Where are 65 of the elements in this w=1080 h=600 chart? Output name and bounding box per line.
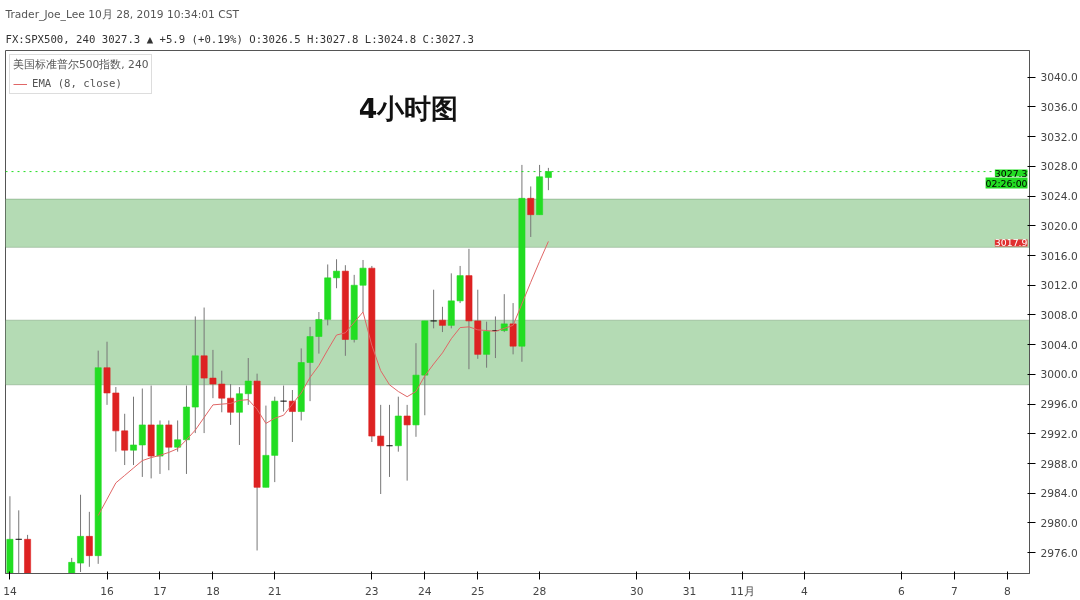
x-tick-label: 11月 <box>730 584 755 598</box>
x-tick-label: 25 <box>471 584 485 598</box>
y-tick-label: 3004.0 <box>1040 338 1079 352</box>
x-tick-label: 28 <box>532 584 547 598</box>
legend-label: EMA (8, close) <box>32 77 122 90</box>
legend-title: 美国标准普尔500指数, 240 <box>13 58 149 72</box>
candlestick <box>165 419 173 471</box>
candlestick <box>403 404 411 482</box>
x-tick-label: 8 <box>1004 584 1012 598</box>
x-tick-label: 4 <box>801 584 809 598</box>
candlestick <box>527 185 535 238</box>
y-tick-label: 3016.0 <box>1040 249 1079 263</box>
x-tick-label: 6 <box>898 584 906 598</box>
y-tick-label: 3040.0 <box>1040 71 1079 85</box>
candlestick <box>209 349 217 399</box>
candlestick <box>227 383 234 426</box>
candlestick <box>85 511 93 568</box>
ref-line-label: 3027.3 <box>994 167 1028 179</box>
candlestick <box>218 370 226 413</box>
candlestick <box>359 259 367 313</box>
y-tick-label: 3000.0 <box>1040 368 1079 382</box>
candlestick <box>130 396 137 466</box>
y-tick-label: 3036.0 <box>1040 100 1079 114</box>
y-tick-label: 3008.0 <box>1040 308 1079 322</box>
x-tick-label: 30 <box>629 584 644 598</box>
x-tick-label: 16 <box>100 584 115 598</box>
text: 4小时图 <box>358 92 459 124</box>
y-tick-label: 3032.0 <box>1040 130 1079 144</box>
candlestick <box>483 321 490 369</box>
y-tick-label: 3020.0 <box>1040 219 1079 233</box>
y-tick-label: 2984.0 <box>1040 487 1079 501</box>
candlestick <box>174 419 182 453</box>
candlestick <box>500 293 508 333</box>
y-tick-label: 3024.0 <box>1040 190 1079 204</box>
text: Trader_Joe_Lee 10月 28, 2019 10:34:01 CST <box>4 7 240 21</box>
x-tick-label: 18 <box>206 584 220 598</box>
annotation: 02:26:00 <box>985 177 1028 189</box>
text: FX:SPX500, 240 3027.3 ▲ +5.9 (+0.19%) O:3026.5 H:3027.8 L:3024.8 C:3027.3 <box>5 32 474 46</box>
candlestick <box>386 404 393 478</box>
x-tick-label: 7 <box>951 584 958 598</box>
y-tick-label: 2980.0 <box>1040 516 1079 530</box>
candlestick <box>333 258 340 289</box>
candlestick <box>280 385 287 413</box>
candlestick <box>236 386 243 446</box>
x-tick-label: 23 <box>365 584 379 598</box>
y-tick-label: 2988.0 <box>1040 457 1079 471</box>
candlestick <box>289 389 296 443</box>
candlestick <box>200 307 208 434</box>
line-series <box>97 240 549 517</box>
y-tick-label: 2992.0 <box>1040 427 1079 441</box>
y-tick-label: 2976.0 <box>1040 546 1079 560</box>
annotation: 3017.9 <box>994 237 1028 249</box>
x-tick-label: 31 <box>682 584 697 598</box>
y-tick-label: 3028.0 <box>1040 160 1079 174</box>
candlestick <box>430 289 438 329</box>
x-tick-label: 21 <box>267 584 282 598</box>
y-tick-label: 3012.0 <box>1040 279 1079 293</box>
candlestick <box>439 306 446 333</box>
candlestick <box>509 302 517 355</box>
x-tick-label: 17 <box>153 584 167 598</box>
candlestick <box>138 388 146 478</box>
x-tick-label: 24 <box>418 584 432 598</box>
candlestick <box>244 357 252 406</box>
x-tick-label: 14 <box>3 584 17 598</box>
y-tick-label: 2996.0 <box>1040 398 1079 412</box>
